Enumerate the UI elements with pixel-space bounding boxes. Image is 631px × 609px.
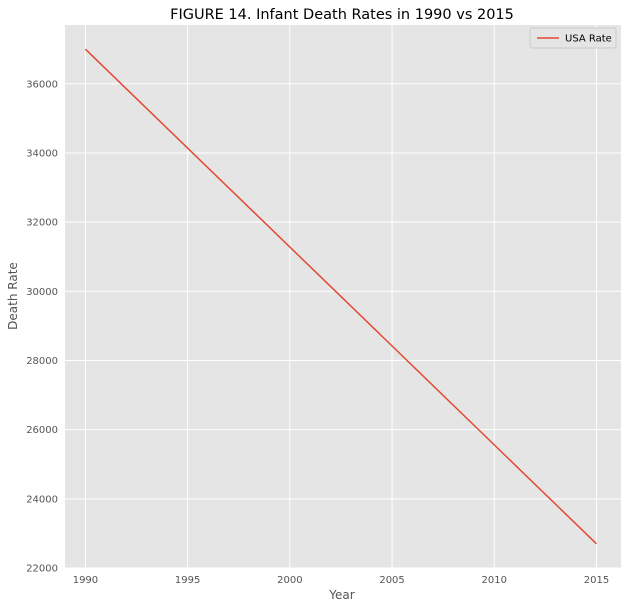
y-axis-label: Death Rate <box>6 262 20 330</box>
y-tick-label: 36000 <box>26 79 58 90</box>
chart-title: FIGURE 14. Infant Death Rates in 1990 vs… <box>170 7 514 23</box>
tick-labels: 1990 1995 2000 2005 2010 2015 22000 24000 26000 2… <box>26 79 609 586</box>
y-tick-label: 32000 <box>26 218 58 229</box>
legend-label: USA Rate <box>565 34 612 45</box>
y-tick-label: 30000 <box>26 287 58 298</box>
y-tick-label: 28000 <box>26 356 58 367</box>
x-tick-label: 1995 <box>175 575 200 586</box>
x-axis-label: Year <box>328 588 354 602</box>
series-layer <box>84 48 597 545</box>
legend: USA Rate <box>529 27 617 49</box>
x-tick-label: 1990 <box>73 575 98 586</box>
y-tick-label: 26000 <box>26 425 58 436</box>
legend-box <box>529 27 617 49</box>
x-tick-label: 2005 <box>379 575 404 586</box>
y-tick-label: 24000 <box>26 494 58 505</box>
series-line-usa-rate <box>84 48 597 545</box>
y-tick-label: 34000 <box>26 148 58 159</box>
x-tick-label: 2010 <box>482 575 507 586</box>
x-tick-label: 2015 <box>584 575 609 586</box>
y-tick-label: 22000 <box>26 564 58 575</box>
grid <box>65 25 621 569</box>
x-tick-label: 2000 <box>277 575 302 586</box>
